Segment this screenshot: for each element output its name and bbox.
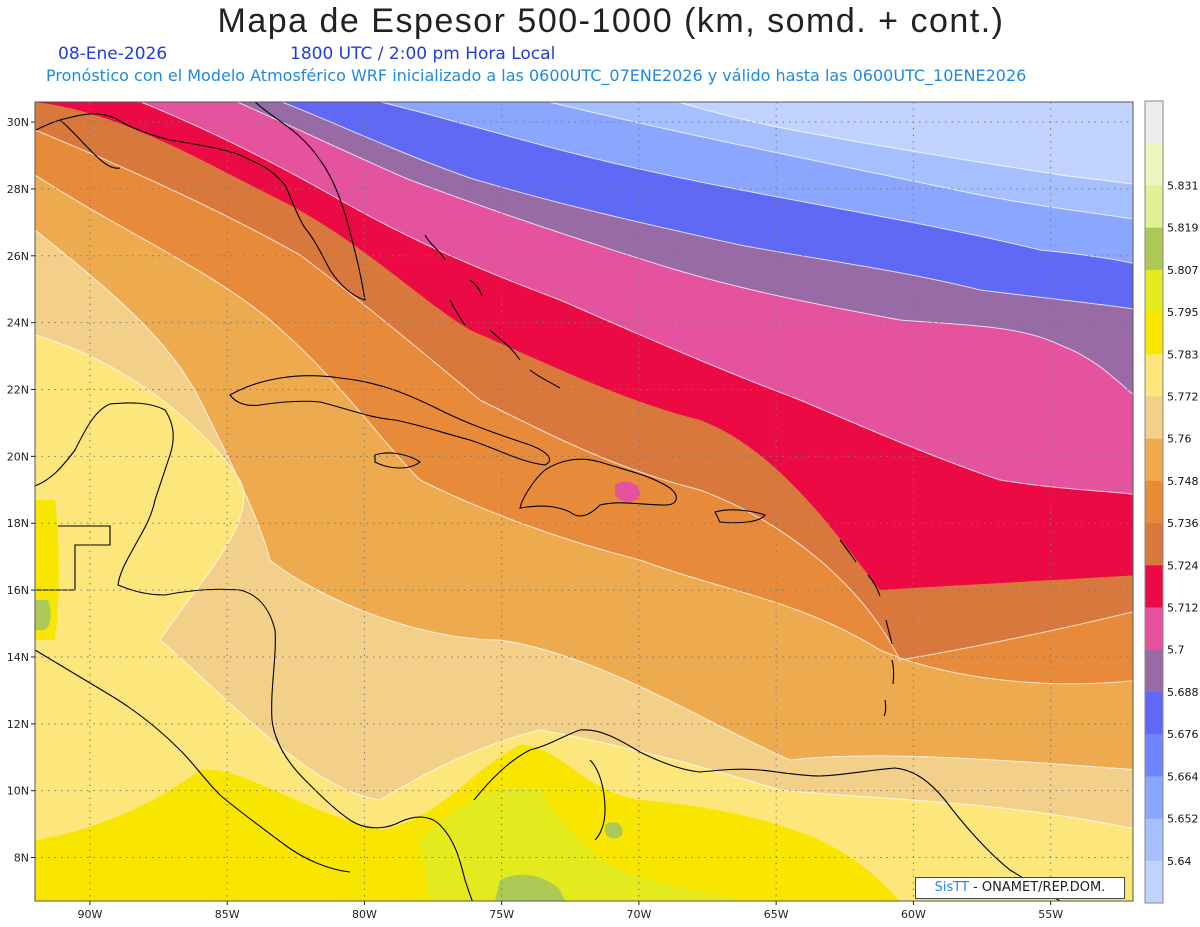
lon-tick-label: 90W bbox=[77, 908, 102, 921]
band-green-2 bbox=[495, 874, 565, 901]
band-palest-blue bbox=[678, 102, 1133, 184]
thickness-fill-bands bbox=[35, 102, 1133, 901]
colorbar-level-label: 5.7 bbox=[1167, 644, 1185, 657]
colorbar-swatch bbox=[1145, 396, 1163, 440]
lat-tick-label: 28N bbox=[7, 183, 29, 196]
colorbar-swatch bbox=[1145, 818, 1163, 862]
lat-tick-label: 14N bbox=[7, 651, 29, 664]
colorbar-swatch bbox=[1145, 480, 1163, 524]
lat-tick-label: 10N bbox=[7, 785, 29, 798]
colorbar-level-label: 5.736 bbox=[1167, 517, 1199, 530]
model-subtitle: Pronóstico con el Modelo Atmosférico WRF… bbox=[46, 66, 1027, 85]
coastline-cuba bbox=[229, 375, 550, 466]
colorbar-level-label: 5.76 bbox=[1167, 433, 1192, 446]
coastline-south-america bbox=[473, 729, 1061, 901]
lat-tick-label: 12N bbox=[7, 718, 29, 731]
lat-tick-label: 20N bbox=[7, 450, 29, 463]
colorbar-swatch bbox=[1145, 523, 1163, 566]
colorbar-swatch bbox=[1145, 691, 1163, 735]
colorbar-level-label: 5.724 bbox=[1167, 559, 1199, 572]
colorbar-level-label: 5.783 bbox=[1167, 348, 1199, 361]
lat-tick-label: 8N bbox=[14, 852, 29, 865]
colorbar-swatch bbox=[1145, 438, 1163, 482]
colorbar-level-label: 5.772 bbox=[1167, 390, 1199, 403]
colorbar-level-label: 5.688 bbox=[1167, 686, 1199, 699]
colorbar: 5.64 5.652 5.664 5.676 5.688 5.7 5.712 5.724 5.7… bbox=[1144, 100, 1199, 904]
band-green-3 bbox=[605, 822, 623, 839]
colorbar-level-label: 5.64 bbox=[1167, 855, 1192, 868]
colorbar-level-label: 5.819 bbox=[1167, 222, 1199, 235]
lon-tick-label: 85W bbox=[215, 908, 240, 921]
coastline-gulf-north bbox=[59, 119, 121, 169]
colorbar-swatch bbox=[1145, 607, 1163, 651]
lon-tick-label: 70W bbox=[626, 908, 651, 921]
colorbar-swatch bbox=[1145, 143, 1163, 186]
axis-ticks: 30N 28N 26N 24N 22N 20N 18N 16N 14N 12N 10N 8N 90W 85… bbox=[7, 116, 1063, 921]
colorbar-level-label: 5.676 bbox=[1167, 728, 1199, 741]
coastline-lesser-antilles bbox=[839, 539, 895, 717]
colorbar-level-label: 5.795 bbox=[1167, 306, 1199, 319]
forecast-date: 08-Ene-2026 bbox=[58, 44, 168, 64]
colorbar-level-label: 5.664 bbox=[1167, 770, 1199, 783]
lon-tick-label: 60W bbox=[901, 908, 926, 921]
colorbar-level-label: 5.652 bbox=[1167, 813, 1199, 826]
map-title: Mapa de Espesor 500-1000 (km, somd. + co… bbox=[217, 2, 1005, 40]
lon-tick-label: 75W bbox=[489, 908, 514, 921]
lon-tick-label: 80W bbox=[352, 908, 377, 921]
colorbar-level-label: 5.748 bbox=[1167, 475, 1199, 488]
colorbar-swatch bbox=[1145, 649, 1163, 693]
coastline-hispaniola bbox=[519, 458, 677, 517]
map-frame bbox=[34, 101, 1134, 902]
coastline-jamaica bbox=[374, 452, 421, 469]
lon-tick-label: 55W bbox=[1038, 908, 1063, 921]
credit-text: - ONAMET/REP.DOM. bbox=[973, 880, 1106, 895]
lat-tick-label: 30N bbox=[7, 116, 29, 129]
colorbar-level-label: 5.807 bbox=[1167, 264, 1199, 277]
credit-brand: SisTT bbox=[934, 880, 969, 895]
colorbar-level-label: 5.831 bbox=[1167, 179, 1199, 192]
lat-tick-label: 22N bbox=[7, 384, 29, 397]
lat-tick-label: 18N bbox=[7, 517, 29, 530]
band-green-1 bbox=[35, 600, 51, 630]
colorbar-swatch bbox=[1145, 565, 1163, 609]
coastline-pacific-central-america bbox=[35, 649, 351, 873]
colorbar-frame bbox=[1144, 100, 1164, 904]
colorbar-swatch bbox=[1145, 101, 1163, 144]
coastline-puerto-rico bbox=[714, 509, 766, 524]
colorbar-swatch bbox=[1145, 312, 1163, 355]
coastline-yucatan-central-america bbox=[35, 402, 473, 901]
lat-tick-label: 24N bbox=[7, 317, 29, 330]
lat-tick-label: 26N bbox=[7, 250, 29, 263]
colorbar-swatch bbox=[1145, 185, 1163, 229]
colorbar-swatch bbox=[1145, 269, 1163, 313]
colorbar-swatch bbox=[1145, 860, 1163, 904]
colorbar-swatch bbox=[1145, 227, 1163, 271]
coastline-lake-maracaibo bbox=[589, 759, 606, 841]
forecast-time: 1800 UTC / 2:00 pm Hora Local bbox=[290, 44, 556, 64]
band-lime-1 bbox=[420, 787, 740, 901]
lat-tick-label: 16N bbox=[7, 584, 29, 597]
coastline-bahamas bbox=[424, 234, 561, 389]
band-pink-patch bbox=[615, 481, 640, 502]
lon-tick-label: 65W bbox=[764, 908, 789, 921]
credit-box: SisTT - ONAMET/REP.DOM. bbox=[915, 877, 1125, 899]
colorbar-swatch bbox=[1145, 734, 1163, 777]
colorbar-level-label: 5.712 bbox=[1167, 602, 1199, 615]
colorbar-swatch bbox=[1145, 354, 1163, 397]
coastline-florida bbox=[35, 102, 366, 301]
colorbar-swatch bbox=[1145, 776, 1163, 820]
contour-lines bbox=[35, 102, 1133, 830]
graticule bbox=[35, 102, 1133, 901]
